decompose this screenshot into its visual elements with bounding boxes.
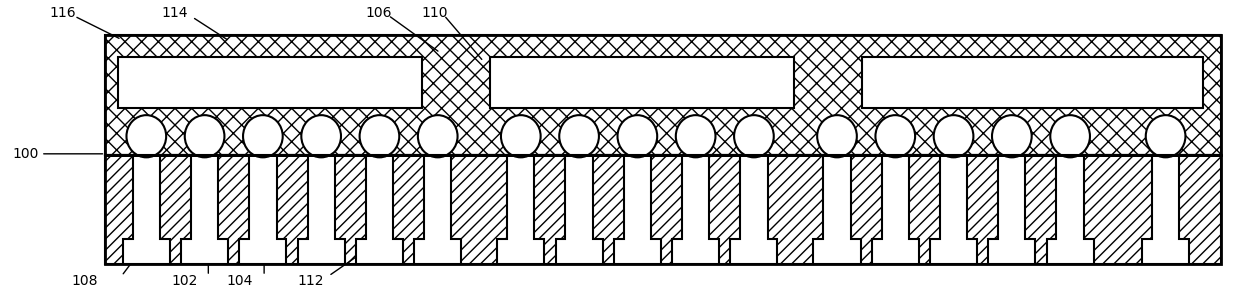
Bar [862, 57, 1203, 108]
Text: 112: 112 [298, 274, 324, 288]
Bar [813, 239, 861, 264]
Text: 104: 104 [227, 274, 253, 288]
Bar [624, 155, 651, 239]
Bar [356, 239, 403, 264]
Bar [105, 155, 1221, 264]
Ellipse shape [934, 115, 973, 157]
Ellipse shape [618, 115, 657, 157]
Bar [672, 239, 719, 264]
Bar [1142, 239, 1189, 264]
Bar [191, 155, 218, 239]
Bar [1152, 155, 1179, 239]
Bar [740, 155, 768, 239]
Bar [988, 239, 1035, 264]
Bar [682, 155, 709, 239]
Ellipse shape [501, 115, 541, 157]
Bar [565, 155, 593, 239]
Ellipse shape [360, 115, 399, 157]
Bar [614, 239, 661, 264]
Ellipse shape [243, 115, 283, 157]
Bar [239, 239, 286, 264]
Bar [118, 57, 422, 108]
Ellipse shape [875, 115, 915, 157]
Text: 110: 110 [422, 6, 448, 20]
Bar [366, 155, 393, 239]
Bar [940, 155, 967, 239]
Bar [872, 239, 919, 264]
Ellipse shape [1146, 115, 1185, 157]
Bar [930, 239, 977, 264]
Text: 116: 116 [50, 6, 76, 20]
Ellipse shape [126, 115, 166, 157]
Bar [1047, 239, 1094, 264]
Text: 114: 114 [161, 6, 187, 20]
Text: 100: 100 [12, 147, 38, 161]
Bar [249, 155, 277, 239]
Ellipse shape [1050, 115, 1090, 157]
Text: 102: 102 [171, 274, 197, 288]
Ellipse shape [734, 115, 774, 157]
Ellipse shape [185, 115, 224, 157]
Text: 108: 108 [72, 274, 98, 288]
Ellipse shape [676, 115, 715, 157]
Bar [105, 35, 1221, 155]
Bar [105, 35, 1221, 155]
Bar [1056, 155, 1084, 239]
Bar [490, 57, 794, 108]
Bar [123, 239, 170, 264]
Bar [882, 155, 909, 239]
Bar [181, 239, 228, 264]
Bar [308, 155, 335, 239]
Ellipse shape [418, 115, 458, 157]
Ellipse shape [559, 115, 599, 157]
Bar [298, 239, 345, 264]
Ellipse shape [992, 115, 1032, 157]
Bar [414, 239, 461, 264]
Bar [823, 155, 851, 239]
Ellipse shape [301, 115, 341, 157]
Ellipse shape [817, 115, 857, 157]
Bar [998, 155, 1025, 239]
Bar [497, 239, 544, 264]
Bar [730, 239, 777, 264]
Text: 106: 106 [366, 6, 392, 20]
Bar [507, 155, 534, 239]
Bar [424, 155, 451, 239]
Bar [133, 155, 160, 239]
Bar [105, 155, 1221, 264]
Bar [556, 239, 603, 264]
